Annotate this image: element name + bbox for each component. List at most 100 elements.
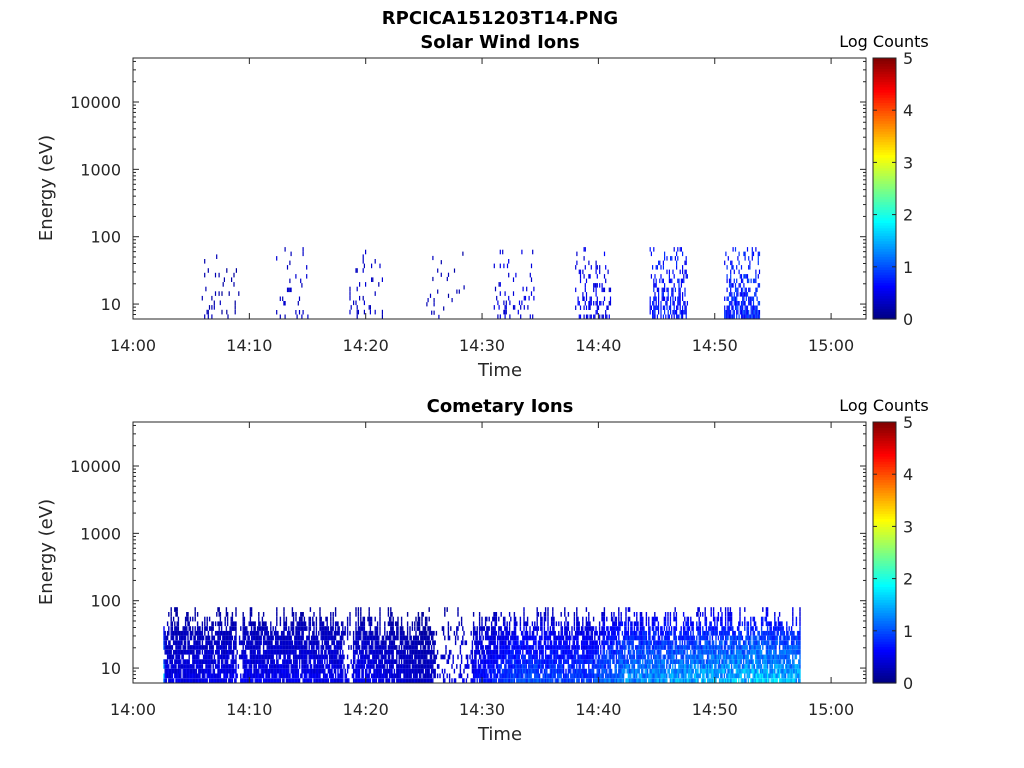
heatmap-cell — [556, 678, 559, 683]
heatmap-cell — [223, 678, 225, 683]
heatmap-cell — [615, 668, 618, 674]
heatmap-cell — [277, 664, 279, 669]
heatmap-cell — [749, 265, 751, 270]
heatmap-cell — [498, 668, 500, 674]
heatmap-cell — [397, 678, 399, 683]
heatmap-cell — [422, 640, 424, 646]
heatmap-cell — [554, 668, 556, 674]
heatmap-cell — [556, 668, 559, 674]
heatmap-cell — [636, 630, 638, 636]
heatmap-cell — [488, 664, 490, 669]
heatmap-cell — [437, 268, 439, 273]
colorbar-segment — [873, 94, 896, 98]
heatmap-cell — [352, 645, 355, 650]
heatmap-cell — [374, 659, 376, 664]
heatmap-cell — [516, 673, 518, 679]
heatmap-cell — [542, 673, 544, 679]
heatmap-cell — [751, 251, 753, 257]
colorbar-segment — [873, 102, 896, 106]
heatmap-cell — [276, 310, 278, 315]
heatmap-cell — [550, 616, 553, 622]
heatmap-cell — [564, 649, 566, 655]
heatmap-cell — [332, 649, 334, 655]
heatmap-cell — [506, 621, 508, 627]
heatmap-cell — [312, 673, 314, 679]
heatmap-cell — [597, 305, 600, 310]
heatmap-cell — [411, 649, 414, 655]
heatmap-cell — [640, 678, 643, 683]
heatmap-cell — [627, 645, 630, 650]
heatmap-cell — [743, 292, 745, 297]
heatmap-cell — [193, 673, 195, 679]
y-tick-label: 1000 — [80, 160, 121, 179]
heatmap-cell — [357, 654, 360, 660]
heatmap-cell — [198, 678, 200, 683]
heatmap-cell — [740, 278, 743, 284]
heatmap-cell — [444, 668, 446, 674]
heatmap-cell — [477, 645, 480, 650]
heatmap-cell — [262, 678, 265, 683]
heatmap-cell — [324, 668, 326, 674]
heatmap-cell — [406, 621, 409, 627]
heatmap-cell — [296, 314, 298, 319]
heatmap-cell — [418, 659, 421, 664]
heatmap-cell — [726, 287, 728, 293]
heatmap-cell — [202, 635, 205, 641]
heatmap-cell — [171, 654, 174, 660]
heatmap-cell — [529, 272, 531, 278]
heatmap-cell — [482, 635, 484, 641]
heatmap-cell — [378, 635, 380, 641]
heatmap-cell — [254, 664, 256, 669]
heatmap-cell — [565, 649, 567, 655]
heatmap-cell — [379, 616, 381, 622]
colorbar-segment — [873, 235, 896, 239]
heatmap-cell — [255, 678, 258, 683]
heatmap-cell — [201, 673, 204, 679]
heatmap-cell — [573, 640, 576, 646]
heatmap-cell — [226, 668, 229, 674]
heatmap-cell — [572, 659, 574, 664]
heatmap-cell — [200, 659, 202, 664]
heatmap-cell — [196, 626, 199, 631]
heatmap-cell — [410, 659, 412, 664]
heatmap-cell — [531, 635, 534, 641]
heatmap-cell — [561, 654, 564, 660]
heatmap-cell — [338, 659, 340, 664]
heatmap-cell — [181, 678, 183, 683]
heatmap-cell — [278, 664, 280, 669]
heatmap-cell — [303, 616, 306, 622]
heatmap-cell — [462, 678, 464, 683]
heatmap-cell — [526, 673, 529, 679]
heatmap-cell — [267, 673, 270, 679]
heatmap-cell — [278, 673, 280, 679]
heatmap-cell — [338, 626, 340, 631]
heatmap-cell — [484, 673, 487, 679]
heatmap-cell — [745, 296, 747, 301]
heatmap-cell — [535, 649, 537, 655]
heatmap-cell — [511, 654, 513, 660]
heatmap-cell — [285, 640, 288, 646]
heatmap-cell — [423, 678, 426, 683]
heatmap-cell — [597, 664, 600, 669]
x-tick-label: 14:00 — [110, 336, 156, 355]
heatmap-cell — [526, 621, 529, 627]
heatmap-cell — [643, 626, 645, 631]
heatmap-cell — [733, 278, 735, 284]
heatmap-cell — [590, 668, 592, 674]
colorbar-segment — [873, 175, 896, 179]
heatmap-cell — [433, 640, 435, 646]
heatmap-cell — [488, 626, 490, 631]
heatmap-cell — [168, 640, 170, 646]
heatmap-cell — [216, 649, 218, 655]
heatmap-cell — [302, 247, 304, 252]
heatmap-cell — [538, 654, 541, 660]
heatmap-cell — [616, 645, 619, 650]
heatmap-cell — [612, 635, 614, 641]
heatmap-cell — [531, 654, 534, 660]
heatmap-cell — [556, 635, 559, 641]
heatmap-cell — [488, 649, 490, 655]
heatmap-cell — [265, 626, 267, 631]
heatmap-cell — [204, 626, 206, 631]
heatmap-cell — [620, 645, 622, 650]
heatmap-cell — [170, 673, 172, 679]
